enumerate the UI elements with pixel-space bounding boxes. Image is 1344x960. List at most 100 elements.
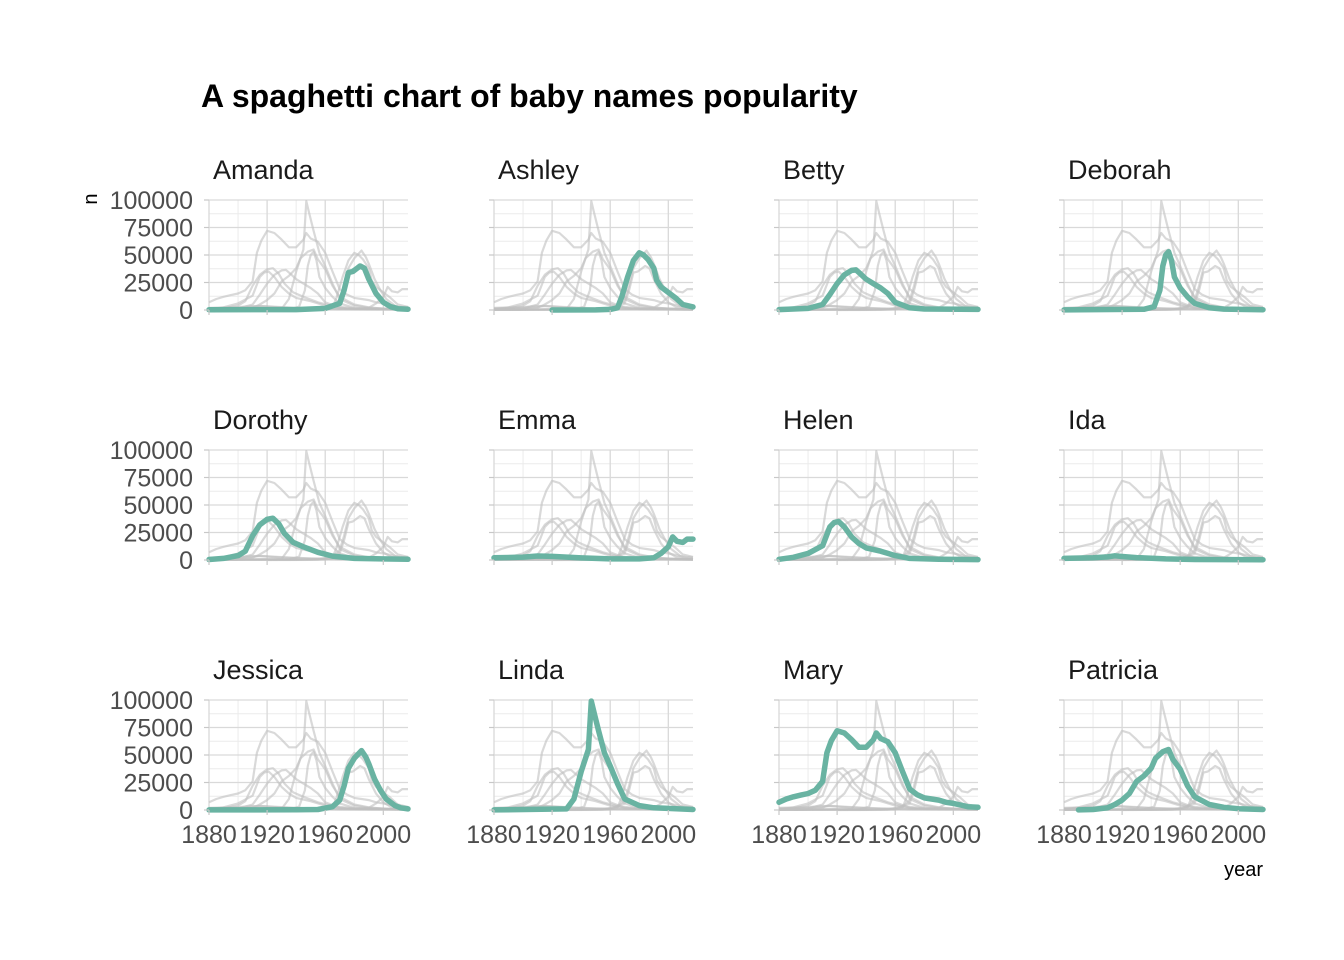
background-line-linda <box>208 700 409 811</box>
highlight-line-mary <box>776 728 981 811</box>
highlight-line-ashley <box>549 250 696 313</box>
background-line-mary <box>1063 479 1264 559</box>
background-line-linda <box>778 200 979 311</box>
highlight-line-helen <box>776 518 981 563</box>
background-line-deborah <box>208 750 409 811</box>
y-tick-label: 100000 <box>110 687 193 715</box>
facet-label-helen: Helen <box>783 405 854 435</box>
panel-ashley: Ashley <box>489 155 696 315</box>
highlight-line-patricia <box>1075 746 1266 813</box>
x-tick-label: 1880 <box>181 821 237 849</box>
y-tick-label: 100000 <box>110 187 193 215</box>
background-line-mary <box>778 479 979 559</box>
x-tick-label: 2000 <box>640 821 696 849</box>
background-line-ida <box>778 804 979 811</box>
background-line-mary <box>1063 729 1264 809</box>
panel-mary: Mary 1880 1920 1960 2000 <box>751 655 981 849</box>
background-line-dorothy <box>208 267 409 311</box>
background-line-linda <box>1063 200 1264 311</box>
background-line-patricia <box>223 748 409 811</box>
background-line-jessica <box>1063 749 1264 811</box>
background-line-dorothy <box>1063 517 1264 561</box>
y-tick-label: 75000 <box>123 215 193 243</box>
background-line-helen <box>778 270 979 311</box>
x-tick-label: 2000 <box>925 821 981 849</box>
background-line-mary <box>208 229 409 309</box>
background-line-helen <box>208 270 409 311</box>
background-line-ida <box>208 554 409 561</box>
background-line-deborah <box>493 250 694 311</box>
highlight-line-amanda <box>206 263 411 313</box>
facet-label-deborah: Deborah <box>1068 155 1172 185</box>
y-axis-label: n <box>80 193 102 204</box>
background-line-linda <box>1063 450 1264 561</box>
x-tick-label: 1880 <box>1036 821 1092 849</box>
facet-label-mary: Mary <box>783 655 843 685</box>
background-line-jessica <box>778 249 979 311</box>
background-line-mary <box>208 729 409 809</box>
background-line-dorothy <box>778 767 979 811</box>
background-line-linda <box>493 200 694 311</box>
y-tick-label: 25000 <box>123 520 193 548</box>
background-line-patricia <box>1078 248 1264 311</box>
background-line-helen <box>493 770 694 811</box>
x-tick-label: 2000 <box>355 821 411 849</box>
y-tick-label: 100000 <box>110 437 193 465</box>
x-axis-label: year <box>1224 859 1263 881</box>
y-tick-label: 0 <box>179 797 193 825</box>
facet-label-dorothy: Dorothy <box>213 405 308 435</box>
background-line-dorothy <box>1063 767 1264 811</box>
background-line-patricia <box>793 248 979 311</box>
highlight-line-linda <box>491 698 696 813</box>
background-line-helen <box>1063 770 1264 811</box>
facet-label-patricia: Patricia <box>1068 655 1159 685</box>
x-tick-label: 1960 <box>582 821 638 849</box>
y-tick-label: 25000 <box>123 770 193 798</box>
background-line-dorothy <box>208 767 409 811</box>
background-line-dorothy <box>493 517 694 561</box>
y-tick-label: 0 <box>179 547 193 575</box>
panel-deborah: Deborah <box>1059 155 1266 315</box>
panel-helen: Helen <box>774 405 981 565</box>
background-line-mary <box>493 479 694 559</box>
background-line-linda <box>778 450 979 561</box>
background-line-mary <box>1063 229 1264 309</box>
y-tick-label: 50000 <box>123 492 193 520</box>
x-tick-label: 1960 <box>1152 821 1208 849</box>
y-tick-label: 50000 <box>123 242 193 270</box>
facet-label-ashley: Ashley <box>498 155 580 185</box>
chart-title: A spaghetti chart of baby names populari… <box>201 78 858 114</box>
facet-label-amanda: Amanda <box>213 155 315 185</box>
panel-emma: Emma <box>489 405 696 565</box>
facet-label-linda: Linda <box>498 655 565 685</box>
background-line-deborah <box>1063 500 1264 561</box>
background-line-linda <box>493 450 694 561</box>
facet-label-betty: Betty <box>783 155 845 185</box>
facet-label-ida: Ida <box>1068 405 1107 435</box>
y-tick-label: 0 <box>179 297 193 325</box>
background-line-mary <box>493 229 694 309</box>
y-tick-label: 50000 <box>123 742 193 770</box>
background-line-mary <box>208 479 409 559</box>
y-tick-label: 75000 <box>123 715 193 743</box>
x-tick-label: 1920 <box>524 821 580 849</box>
background-line-helen <box>1063 520 1264 561</box>
x-tick-label: 1920 <box>1094 821 1150 849</box>
highlight-line-dorothy <box>206 515 411 563</box>
background-line-patricia <box>508 248 694 311</box>
background-line-patricia <box>793 498 979 561</box>
highlight-line-ida <box>1061 553 1266 563</box>
background-line-jessica <box>778 749 979 811</box>
background-line-jessica <box>1063 249 1264 311</box>
y-tick-label: 75000 <box>123 465 193 493</box>
x-tick-label: 1920 <box>809 821 865 849</box>
facet-label-emma: Emma <box>498 405 577 435</box>
background-line-linda <box>778 700 979 811</box>
panel-betty: Betty <box>774 155 981 315</box>
panel-ida: Ida <box>1059 405 1266 565</box>
x-tick-label: 1960 <box>867 821 923 849</box>
